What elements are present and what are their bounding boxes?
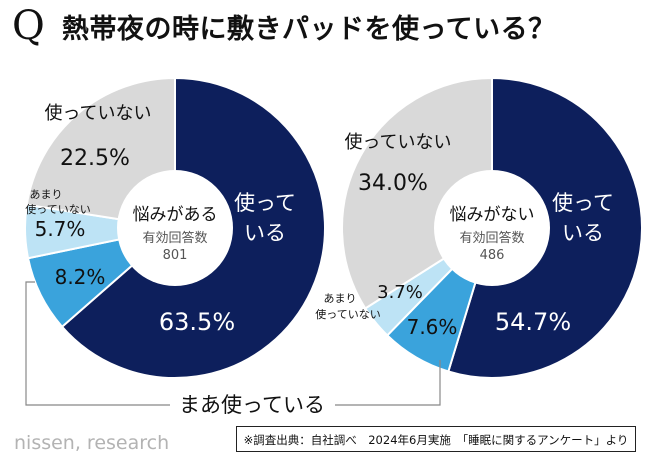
donut-2-rarely-value: 3.7% bbox=[377, 282, 423, 303]
donut-1-use-value: 63.5% bbox=[159, 308, 235, 336]
donut-1-center-count: 801 bbox=[163, 248, 188, 263]
donut-1-use-label-line2: いる bbox=[244, 221, 286, 245]
donut-1-rarely-value: 5.7% bbox=[35, 217, 86, 241]
source-note: ※調査出典：自社調べ 2024年6月実施 「睡眠に関するアンケート」より bbox=[236, 426, 636, 452]
donut-1-not-use-value: 22.5% bbox=[60, 146, 130, 171]
donut-2-use-label-line1: 使って bbox=[552, 191, 614, 215]
donut-2-use-label-line2: いる bbox=[562, 221, 604, 245]
donut-1-sometimes-value: 8.2% bbox=[55, 265, 106, 289]
brand-logo-text: nissen, research bbox=[14, 432, 170, 454]
donut-1-center-title: 悩みがある bbox=[133, 205, 218, 225]
sometimes-bracket-line bbox=[25, 281, 441, 406]
donut-2-not-use-value: 34.0% bbox=[358, 171, 428, 196]
donut-2-sometimes-value: 7.6% bbox=[407, 315, 458, 339]
donut-1-not-use-label: 使っていない bbox=[44, 103, 151, 124]
q-mark: Q bbox=[12, 3, 45, 49]
donut-2-hole bbox=[434, 170, 550, 286]
donut-2-rarely-label-line2: 使っていない bbox=[315, 308, 380, 321]
donut-1-center-subtitle: 有効回答数 bbox=[142, 230, 207, 246]
donut-1-rarely-label-line2: 使っていない bbox=[25, 203, 90, 216]
page-title: 熱帯夜の時に敷きパッドを使っている？ bbox=[62, 14, 556, 45]
donut-2-center-subtitle: 有効回答数 bbox=[459, 230, 524, 246]
donut-2-center-count: 486 bbox=[480, 248, 505, 263]
donut-1-use-label-line1: 使って bbox=[234, 191, 296, 215]
donut-2-use-value: 54.7% bbox=[495, 308, 571, 336]
donut-2-rarely-label-line1: あまり bbox=[324, 292, 357, 305]
donut-2-not-use-label: 使っていない bbox=[344, 132, 451, 153]
donut-1-rarely-label-line1: あまり bbox=[30, 188, 63, 201]
sometimes-shared-label: まあ使っている bbox=[179, 393, 325, 417]
donut-1-hole bbox=[117, 170, 233, 286]
donut-2-center-title: 悩みがない bbox=[450, 205, 535, 225]
